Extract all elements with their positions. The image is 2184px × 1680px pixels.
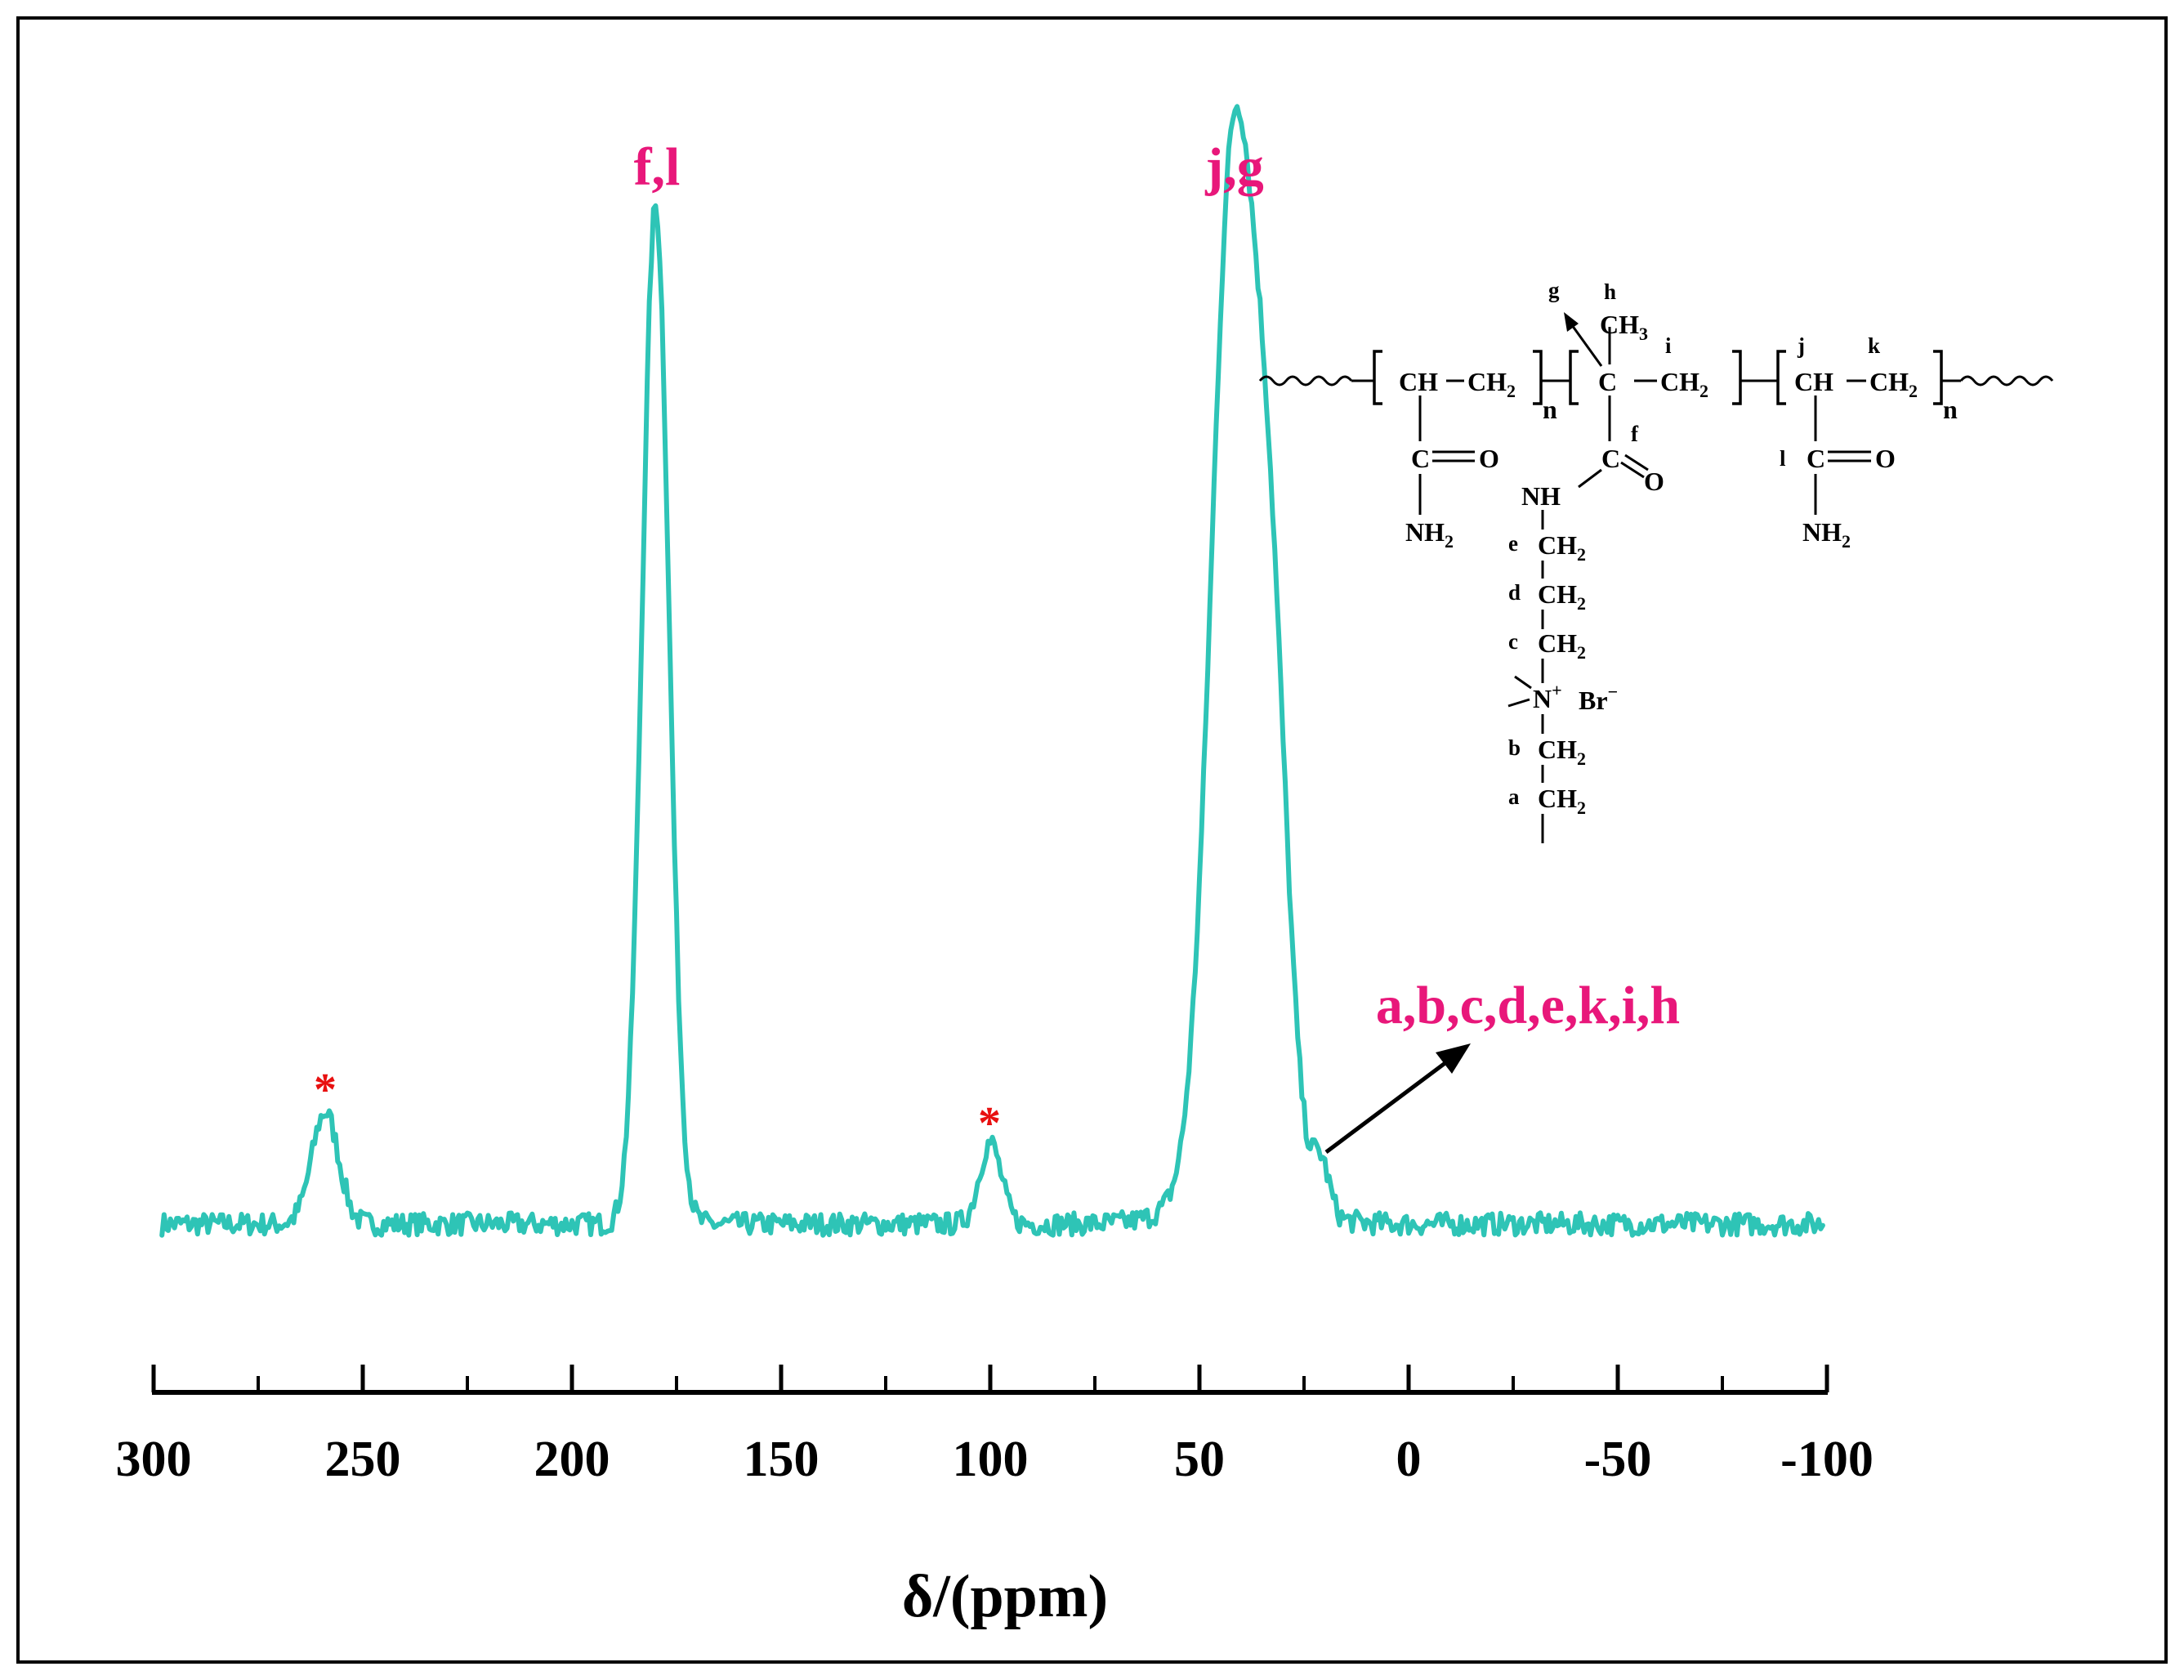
- peak-label-jg: j,g: [1204, 137, 1263, 197]
- g-arrow-line: [1570, 324, 1603, 367]
- chem-ch2-2: CH2: [1660, 367, 1708, 401]
- tick-label-minus-100: -100: [1780, 1432, 1874, 1487]
- chem-ch2-e: CH2: [1538, 530, 1586, 565]
- chem-ch2-c: CH2: [1538, 628, 1586, 663]
- tick-label-250: 250: [325, 1432, 401, 1487]
- polymer-structure: CH CH2 n C O NH2 C CH2 CH3 h i g C f O N…: [1258, 278, 2054, 843]
- tick-label-300: 300: [116, 1432, 192, 1487]
- chem-ch2-3: CH2: [1869, 367, 1918, 401]
- bracket-right-1: [1533, 350, 1543, 405]
- label-j: j: [1797, 333, 1805, 358]
- chem-ch-1: CH: [1399, 367, 1438, 396]
- carbonyl-double-2b: [1624, 454, 1649, 471]
- methyl-n-2: [1507, 698, 1530, 708]
- chem-c-2: C: [1598, 367, 1617, 396]
- label-g: g: [1548, 278, 1560, 302]
- tick-label-50: 50: [1174, 1432, 1225, 1487]
- tick-label-0: 0: [1396, 1432, 1422, 1487]
- chem-c-2b: C: [1601, 444, 1620, 473]
- chem-ch2-d: CH2: [1538, 579, 1586, 614]
- bracket-right-2: [1732, 350, 1742, 405]
- chem-br-minus: Br−: [1579, 681, 1618, 715]
- chem-c-1: C: [1411, 444, 1430, 473]
- chem-o-1: O: [1479, 444, 1499, 473]
- carbonyl-double-2a: [1620, 461, 1645, 479]
- tick-label-200: 200: [534, 1432, 610, 1487]
- peak-label-aliphatic: a,b,c,d,e,k,i,h: [1376, 976, 1680, 1035]
- label-a: a: [1508, 784, 1520, 809]
- wavy-bond-right: [1959, 375, 2054, 386]
- figure-frame: [16, 16, 2168, 1664]
- chem-o-3: O: [1875, 444, 1896, 473]
- tick-label-100: 100: [953, 1432, 1029, 1487]
- g-arrow-head: [1564, 312, 1579, 332]
- tick-label-minus-50: -50: [1584, 1432, 1652, 1487]
- chem-ch2-a: CH2: [1538, 784, 1586, 818]
- label-e: e: [1508, 531, 1518, 556]
- annotation-arrow: [1324, 1043, 1471, 1155]
- chem-n-1: n: [1543, 395, 1557, 424]
- chem-nh: NH: [1521, 481, 1561, 511]
- tick-label-150: 150: [744, 1432, 820, 1487]
- label-k: k: [1868, 333, 1880, 358]
- label-i: i: [1665, 333, 1672, 358]
- spectrum-line: [159, 104, 1825, 1238]
- wavy-bond-left: [1258, 375, 1353, 386]
- chem-c-3: C: [1807, 444, 1825, 473]
- bracket-left-1: [1373, 350, 1382, 405]
- bracket-right-3: [1933, 350, 1943, 405]
- x-axis-title: δ/(ppm): [902, 1563, 1108, 1630]
- bracket-left-3: [1776, 350, 1786, 405]
- label-b: b: [1508, 735, 1521, 760]
- label-l: l: [1780, 446, 1786, 471]
- x-axis-ticks: [151, 1365, 1829, 1392]
- spinning-sideband-star-1: *: [314, 1065, 337, 1115]
- chem-n-3: n: [1943, 395, 1958, 424]
- x-axis-tick-labels: 300 250 200 150 100 50 0 -50 -100: [116, 1432, 1874, 1487]
- chem-ch-3: CH: [1794, 367, 1833, 396]
- label-c: c: [1508, 629, 1518, 654]
- chem-ch2-b: CH2: [1538, 735, 1586, 769]
- peak-label-fl: f,l: [634, 137, 681, 197]
- label-h: h: [1604, 279, 1616, 304]
- chem-n-plus: N+: [1533, 680, 1562, 713]
- spinning-sideband-star-2: *: [978, 1098, 1001, 1149]
- chem-o-2: O: [1644, 467, 1664, 496]
- chem-nh2-3: NH2: [1802, 517, 1851, 552]
- methyl-n-1: [1514, 675, 1532, 690]
- chem-nh2-1: NH2: [1405, 517, 1454, 552]
- bracket-left-2: [1569, 350, 1579, 405]
- label-d: d: [1508, 580, 1521, 605]
- amide-bond: [1578, 468, 1602, 489]
- chem-ch2-1: CH2: [1467, 367, 1516, 401]
- chem-ch3: CH3: [1600, 310, 1648, 344]
- label-f: f: [1631, 422, 1639, 446]
